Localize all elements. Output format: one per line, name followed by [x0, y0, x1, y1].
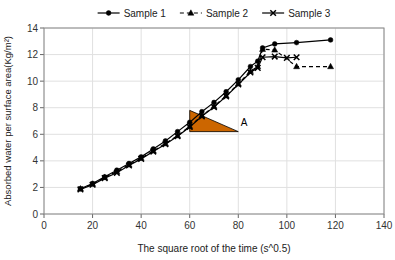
- tick-label-x: 140: [376, 220, 393, 231]
- tick-label-y: 14: [27, 23, 39, 34]
- tick-label-x: 80: [233, 220, 245, 231]
- tick-x: [286, 214, 287, 218]
- series-line: [80, 57, 296, 190]
- tick-label-y: 10: [27, 76, 39, 87]
- tick-y: [40, 107, 44, 108]
- series-line: [80, 40, 330, 189]
- legend: Sample 1 Sample 2 Sample 3: [98, 8, 331, 19]
- series-marker: [255, 65, 261, 71]
- tick-label-y: 4: [32, 155, 38, 166]
- tick-x: [384, 214, 385, 218]
- legend-item: Sample 3: [262, 8, 331, 19]
- tick-label-x: 0: [41, 220, 47, 231]
- series-marker: [199, 114, 205, 120]
- grid-line-x: [335, 28, 336, 214]
- series-marker: [163, 141, 169, 147]
- grid-line-x: [238, 28, 239, 214]
- tick-x: [189, 214, 190, 218]
- plot-area: [77, 38, 333, 193]
- tick-x: [44, 214, 45, 218]
- tick-y: [40, 54, 44, 55]
- series-marker: [294, 54, 300, 60]
- legend-label: Sample 3: [288, 8, 331, 19]
- series-marker: [90, 182, 96, 188]
- grid-line-y: [44, 81, 384, 82]
- series-marker: [223, 94, 229, 100]
- tick-label-y: 6: [32, 129, 38, 140]
- y-axis-label: Absorbed water per surface area(Kg/m²): [2, 36, 13, 206]
- series-marker: [328, 63, 334, 68]
- grid: [44, 28, 384, 214]
- series-marker: [328, 38, 333, 43]
- series-marker: [211, 104, 217, 110]
- tick-label-x: 120: [327, 220, 344, 231]
- series-marker: [294, 63, 300, 68]
- tick-x: [238, 214, 239, 218]
- series-marker: [294, 40, 299, 45]
- annotation-label: A: [241, 117, 248, 128]
- tick-x: [335, 214, 336, 218]
- grid-line-x: [141, 28, 142, 214]
- series-marker: [260, 54, 266, 60]
- tick-y: [40, 134, 44, 135]
- grid-line-y: [44, 134, 384, 135]
- grid-line-y: [44, 160, 384, 161]
- tick-y: [40, 214, 44, 215]
- tick-label-x: 60: [184, 220, 196, 231]
- tick-y: [40, 81, 44, 82]
- tick-label-y: 8: [32, 102, 38, 113]
- grid-line-x: [286, 28, 287, 214]
- grid-line-y: [44, 54, 384, 55]
- tick-y: [40, 187, 44, 188]
- series-marker: [272, 42, 277, 47]
- series-marker: [102, 175, 108, 181]
- legend-item: Sample 1: [98, 8, 167, 19]
- legend-marker: [106, 11, 111, 16]
- series-marker: [235, 82, 241, 88]
- tick-label-y: 0: [32, 209, 38, 220]
- tick-y: [40, 28, 44, 29]
- legend-marker: [270, 10, 276, 16]
- legend-item: Sample 2: [180, 8, 249, 19]
- tick-label-x: 100: [279, 220, 296, 231]
- series-marker: [272, 47, 278, 52]
- tick-label-y: 12: [27, 49, 39, 60]
- tick-x: [141, 214, 142, 218]
- series-marker: [187, 124, 193, 130]
- chart: 0 20 40 60 80 100 120 140 0 2 4 6 8 10 12 14 A The square…: [0, 0, 395, 260]
- series-marker: [78, 187, 84, 193]
- plot-frame: [44, 28, 384, 214]
- tick-label-x: 20: [87, 220, 99, 231]
- series-marker: [260, 46, 266, 51]
- tick-label-x: 40: [136, 220, 148, 231]
- series-marker: [175, 133, 181, 139]
- legend-label: Sample 2: [206, 8, 249, 19]
- legend-label: Sample 1: [124, 8, 167, 19]
- x-axis-label: The square root of the time (s^0.5): [137, 243, 290, 254]
- series-marker: [272, 54, 278, 60]
- series-marker: [114, 170, 120, 176]
- series-marker: [248, 70, 254, 76]
- series-marker: [284, 55, 290, 61]
- series-marker: [150, 149, 156, 155]
- legend-marker: [188, 10, 194, 15]
- series-line: [80, 49, 330, 189]
- tick-label-y: 2: [32, 182, 38, 193]
- series-marker: [126, 163, 132, 169]
- series-marker: [138, 156, 144, 162]
- tick-x: [92, 214, 93, 218]
- tick-y: [40, 160, 44, 161]
